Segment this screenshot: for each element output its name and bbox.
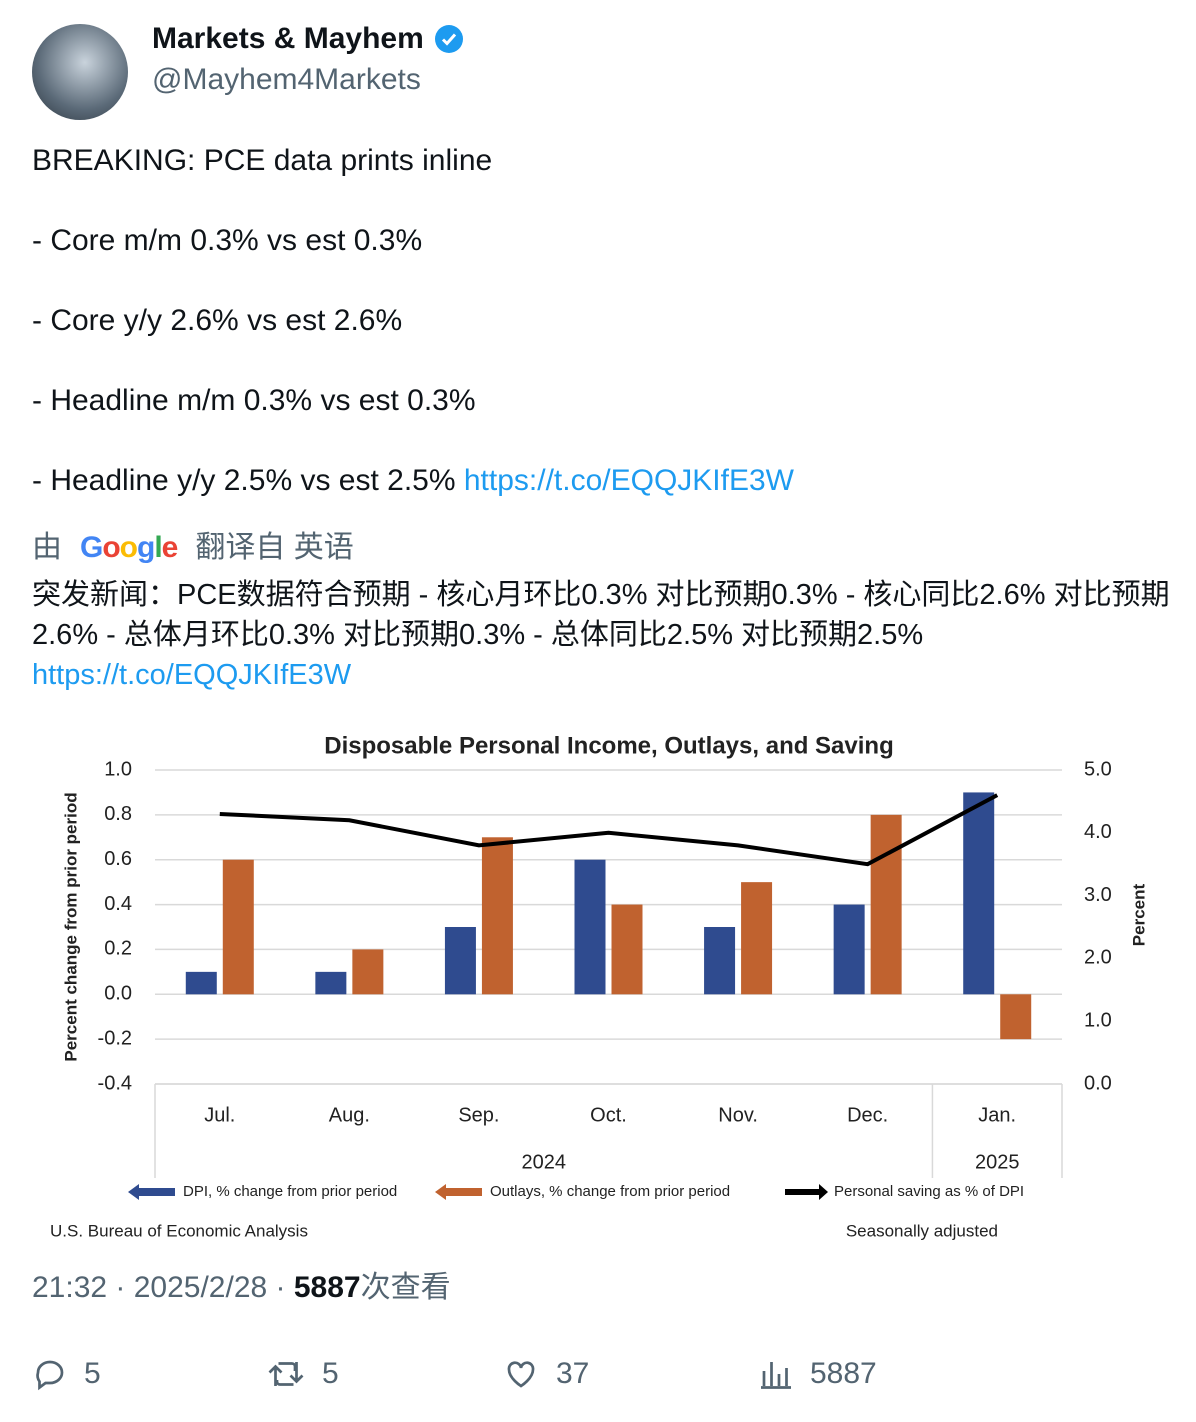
x-group-label: 2024 bbox=[521, 1151, 566, 1173]
source: U.S. Bureau of Economic Analysis bbox=[50, 1221, 308, 1240]
bar bbox=[185, 971, 217, 995]
translation-by: 由 bbox=[32, 531, 62, 564]
y2-tick-label: 3.0 bbox=[1084, 884, 1112, 906]
timestamp: 21:32 · 2025/2/28 · bbox=[32, 1271, 294, 1304]
like-count: 37 bbox=[556, 1357, 590, 1390]
bar bbox=[315, 971, 347, 995]
view-label: 次查看 bbox=[360, 1271, 451, 1304]
footer: 21:32 · 2025/2/28 · 5887次查看 bbox=[32, 1268, 451, 1308]
author[interactable]: Markets & Mayhem bbox=[152, 22, 464, 56]
note: Seasonally adjusted bbox=[846, 1221, 998, 1240]
google-logo[interactable]: Google bbox=[80, 531, 178, 564]
y-tick-label: 0.6 bbox=[104, 848, 132, 870]
tweet-line: BREAKING: PCE data prints inline bbox=[32, 144, 493, 177]
legend-swatch bbox=[138, 1188, 175, 1196]
bar bbox=[870, 814, 902, 995]
tweet-line: - Core m/m 0.3% vs est 0.3% bbox=[32, 224, 423, 257]
x-tick-label: Jan. bbox=[978, 1104, 1016, 1126]
avatar[interactable] bbox=[32, 24, 128, 120]
views-action-count: 5887 bbox=[810, 1357, 877, 1390]
y2-tick-label: 5.0 bbox=[1084, 758, 1112, 780]
legend-label: Personal saving as % of DPI bbox=[834, 1183, 1024, 1200]
y-tick-label: -0.4 bbox=[98, 1072, 132, 1094]
bar bbox=[741, 882, 773, 995]
legend-swatch bbox=[128, 1184, 139, 1200]
y-tick-label: 0.0 bbox=[104, 983, 132, 1005]
translated-text: 突发新闻：PCE数据符合预期 - 核心月环比0.3% 对比预期0.3% - 核心… bbox=[32, 579, 1170, 651]
bar bbox=[222, 859, 254, 995]
y-tick-label: 0.4 bbox=[104, 893, 132, 915]
x-tick-label: Oct. bbox=[590, 1104, 627, 1126]
x-tick-label: Jul. bbox=[204, 1104, 235, 1126]
legend-swatch bbox=[445, 1188, 482, 1196]
tweet-link[interactable]: https://t.co/EQQJKIfE3W bbox=[463, 464, 794, 497]
y-tick-label: 0.2 bbox=[104, 938, 132, 960]
reply-button[interactable]: 5 bbox=[32, 1356, 101, 1392]
chart-title: Disposable Personal Income, Outlays, and… bbox=[324, 732, 894, 759]
legend-swatch bbox=[819, 1184, 828, 1200]
translation-bar: 由 Google 翻译自 英语 bbox=[32, 528, 354, 568]
views-button[interactable]: 5887 bbox=[758, 1356, 877, 1392]
bar bbox=[481, 837, 513, 995]
bar bbox=[611, 904, 643, 995]
legend-label: Outlays, % change from prior period bbox=[490, 1183, 730, 1200]
x-tick-label: Dec. bbox=[847, 1104, 888, 1126]
y2-tick-label: 2.0 bbox=[1084, 947, 1112, 969]
tweet-line: - Core y/y 2.6% vs est 2.6% bbox=[32, 304, 403, 337]
views-icon bbox=[761, 1362, 791, 1389]
bar bbox=[833, 904, 865, 995]
line-series bbox=[219, 793, 999, 867]
bar bbox=[1000, 994, 1032, 1040]
repost-count: 5 bbox=[322, 1357, 339, 1390]
reply-icon bbox=[36, 1360, 64, 1391]
like-icon bbox=[507, 1361, 535, 1388]
y-tick-label: 1.0 bbox=[104, 758, 132, 780]
legend-swatch bbox=[785, 1189, 821, 1195]
legend-label: DPI, % change from prior period bbox=[183, 1183, 397, 1200]
y-axis-label: Percent change from prior period bbox=[61, 792, 80, 1061]
bar bbox=[574, 859, 606, 995]
bar bbox=[444, 927, 476, 995]
reply-count: 5 bbox=[84, 1357, 101, 1390]
y2-tick-label: 0.0 bbox=[1084, 1072, 1112, 1094]
bar bbox=[704, 927, 736, 995]
x-tick-label: Aug. bbox=[329, 1104, 370, 1126]
translation-from[interactable]: 翻译自 英语 bbox=[195, 531, 354, 564]
tweet-line: - Headline m/m 0.3% vs est 0.3% bbox=[32, 384, 476, 417]
view-count: 5887 bbox=[293, 1271, 361, 1304]
translated-link[interactable]: https://t.co/EQQJKIfE3W bbox=[32, 659, 352, 691]
x-tick-label: Nov. bbox=[718, 1104, 758, 1126]
chart: Disposable Personal Income, Outlays, and… bbox=[50, 732, 1148, 1240]
bar bbox=[963, 792, 995, 995]
legend-swatch bbox=[435, 1184, 446, 1200]
x-tick-label: Sep. bbox=[458, 1104, 499, 1126]
tweet-line: - Headline y/y 2.5% vs est 2.5% bbox=[32, 464, 456, 497]
translation-text: 突发新闻：PCE数据符合预期 - 核心月环比0.3% 对比预期0.3% - 核心… bbox=[32, 575, 1172, 695]
author-handle[interactable]: @Mayhem4Markets bbox=[152, 63, 421, 96]
verified-badge bbox=[434, 25, 463, 53]
repost-icon bbox=[268, 1362, 304, 1386]
y2-tick-label: 1.0 bbox=[1084, 1009, 1112, 1031]
y-tick-label: 0.8 bbox=[104, 803, 132, 825]
tweet-line-wrap: - Headline y/y 2.5% vs est 2.5% https://… bbox=[32, 461, 794, 501]
y-tick-label: -0.2 bbox=[98, 1027, 132, 1049]
y2-tick-label: 4.0 bbox=[1084, 821, 1112, 843]
like-button[interactable]: 37 bbox=[502, 1356, 589, 1392]
bar bbox=[352, 949, 384, 995]
author-name[interactable]: Markets & Mayhem bbox=[152, 22, 424, 55]
y2-axis-label: Percent bbox=[1129, 883, 1148, 946]
repost-button[interactable]: 5 bbox=[266, 1356, 339, 1392]
x-group-label: 2025 bbox=[975, 1151, 1020, 1173]
